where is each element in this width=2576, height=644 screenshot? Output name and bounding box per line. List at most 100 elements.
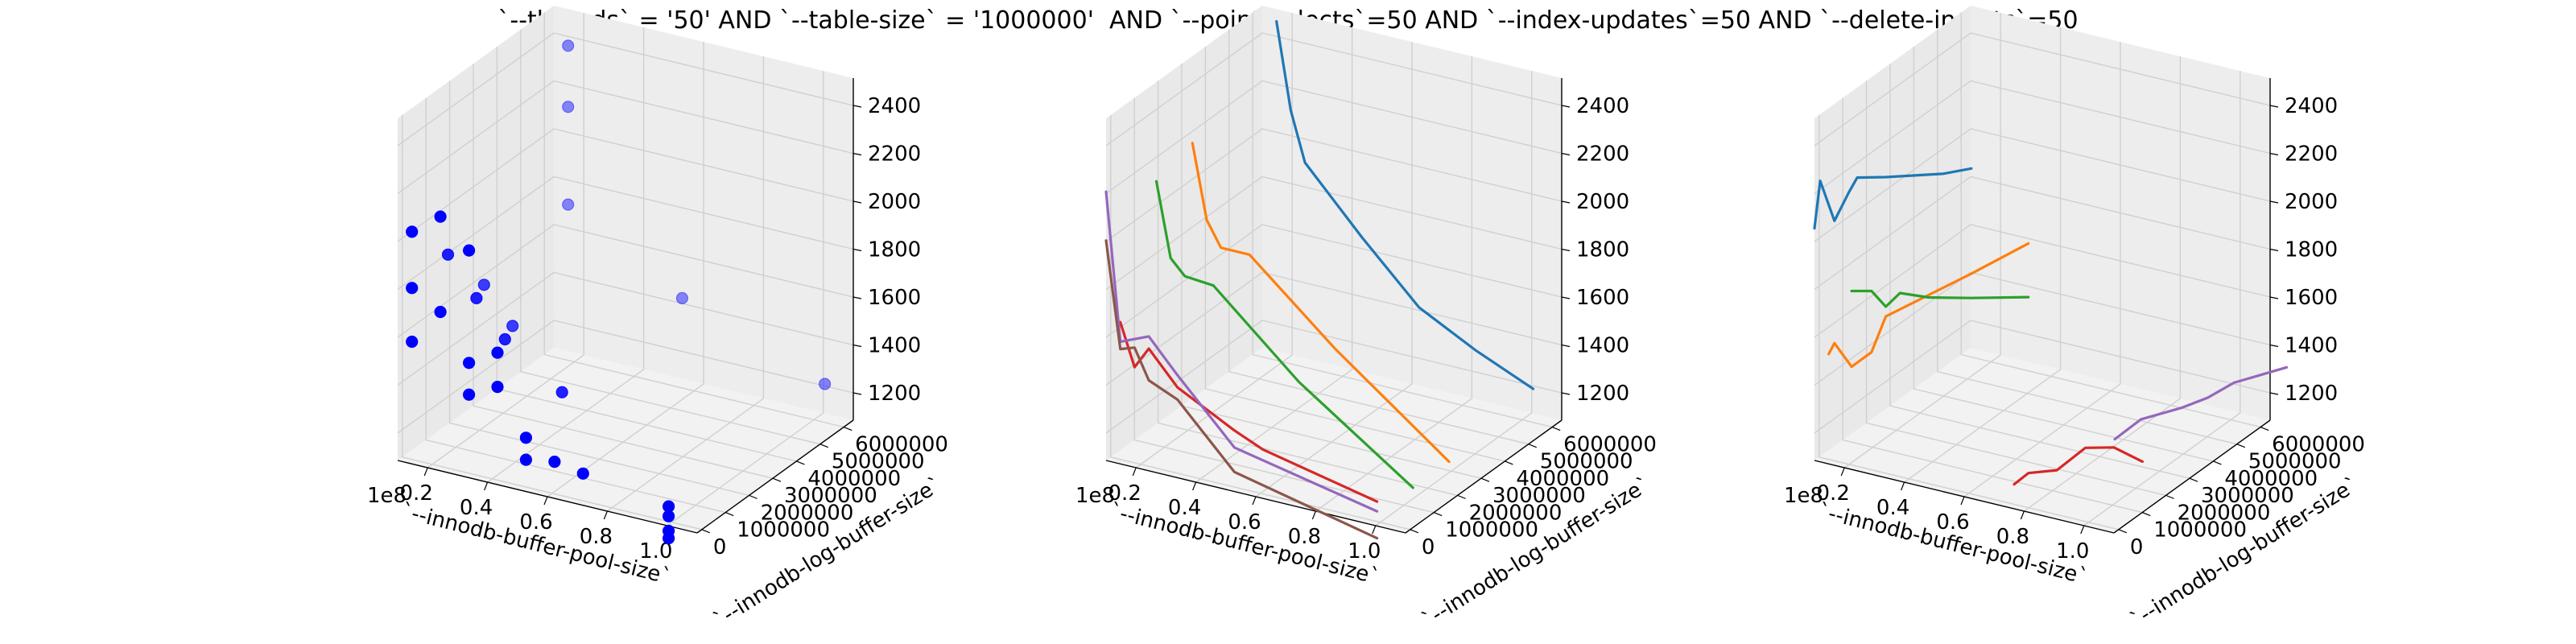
z-tick-mark	[1561, 200, 1571, 204]
x-tick-label: 0.8	[1996, 525, 2029, 549]
z-tick-label: 1800	[1576, 238, 1629, 262]
gridline-y	[1937, 29, 2237, 445]
x-tick-mark	[2080, 525, 2085, 535]
gridline-z	[1814, 271, 2271, 386]
y-tick-label: 0	[2130, 535, 2144, 559]
y-axis-line	[1405, 419, 1563, 534]
gridline-y	[1204, 47, 1505, 462]
x-tick-mark	[1132, 467, 1137, 477]
z-tick-label: 2400	[2285, 94, 2338, 118]
y-tick-label: 4000000	[807, 467, 901, 491]
z-tick-label: 1200	[868, 382, 921, 406]
data-point	[562, 39, 575, 52]
y-tick-label: 2000000	[1469, 501, 1563, 525]
z-tick-mark	[852, 200, 862, 204]
x-tick-label: 0.2	[400, 481, 433, 506]
series-line	[1191, 142, 1451, 464]
z-tick-mark	[2269, 296, 2279, 299]
series-line	[1104, 239, 1379, 540]
gridline-z	[1105, 175, 1563, 291]
y-tick-label: 2000000	[761, 501, 854, 525]
gridline-y	[543, 12, 844, 428]
y-tick-label: 5000000	[2248, 450, 2342, 474]
data-point	[434, 210, 447, 223]
gridline-z	[397, 224, 854, 338]
data-point	[441, 248, 455, 261]
y-tick-label: 2000000	[2178, 501, 2271, 525]
y-tick-mark	[2165, 494, 2174, 499]
data-point	[519, 431, 533, 444]
series-line	[1104, 190, 1379, 513]
y-tick-mark	[819, 444, 829, 448]
z-tick-label: 2000	[1576, 190, 1629, 214]
gridline-z	[1814, 32, 2271, 147]
z-tick-label: 1400	[868, 334, 921, 358]
z-tick-mark	[852, 344, 862, 348]
gridline-z	[1105, 320, 1563, 434]
y-tick-mark	[2213, 460, 2222, 465]
z-tick-mark	[1561, 392, 1571, 395]
x-tick-mark	[423, 467, 428, 477]
z-tick-mark	[1561, 152, 1571, 156]
y-tick-mark	[724, 512, 734, 517]
x-tick-label: 0.6	[519, 510, 552, 535]
data-point	[675, 291, 689, 304]
z-tick-mark	[852, 392, 862, 395]
x-tick-label: 0.4	[1876, 496, 1909, 520]
data-point	[562, 101, 575, 114]
data-point	[462, 357, 476, 369]
data-point	[470, 291, 483, 304]
data-point	[818, 378, 832, 390]
x-tick-label: 0.2	[1108, 481, 1141, 506]
gridline-y	[520, 29, 820, 445]
y-tick-label: 6000000	[1563, 433, 1657, 457]
gridline-z	[1105, 32, 1563, 147]
y-tick-mark	[2260, 426, 2269, 431]
y-axis-line	[2113, 419, 2271, 534]
x-tick-label: 0.8	[580, 525, 613, 549]
y-tick-label: 3000000	[2201, 484, 2294, 508]
y-tick-mark	[1505, 460, 1513, 465]
y-tick-label: 4000000	[1516, 467, 1609, 491]
gridline-y	[1252, 12, 1553, 428]
data-point	[576, 467, 589, 480]
gridline-y	[1133, 97, 1435, 514]
z-tick-mark	[1561, 296, 1571, 299]
y-tick-mark	[2236, 444, 2246, 448]
y-tick-label: 4000000	[2224, 467, 2318, 491]
x-offset-text: 1e8	[367, 484, 407, 508]
z-tick-label: 2200	[1576, 142, 1629, 167]
series-line	[1275, 19, 1535, 390]
x-tick-mark	[1192, 481, 1197, 491]
y-tick-mark	[1551, 426, 1561, 431]
x-tick-label: 0.2	[1817, 481, 1850, 506]
x-offset-text: 1e8	[1075, 484, 1115, 508]
y-tick-mark	[772, 477, 782, 482]
y-tick-label: 0	[713, 535, 727, 559]
gridline-z	[1105, 224, 1563, 338]
data-point	[662, 531, 675, 545]
z-tick-label: 2400	[868, 94, 921, 118]
y-tick-label: 3000000	[1492, 484, 1586, 508]
x-tick-mark	[484, 481, 489, 491]
y-tick-label: 0	[1422, 535, 1435, 559]
z-tick-mark	[852, 105, 862, 108]
y-tick-mark	[796, 460, 805, 465]
data-point	[562, 198, 575, 211]
z-tick-mark	[852, 296, 862, 299]
x-tick-label: 0.8	[1288, 525, 1321, 549]
y-tick-label: 5000000	[832, 450, 925, 474]
gridline-z	[397, 320, 854, 434]
z-tick-mark	[852, 152, 862, 156]
z-tick-label: 1200	[2285, 382, 2338, 406]
z-tick-mark	[2269, 344, 2279, 348]
gridline-y	[402, 114, 702, 530]
y-tick-label: 6000000	[2272, 433, 2365, 457]
x-tick-mark	[1840, 467, 1845, 477]
z-tick-mark	[2269, 392, 2279, 395]
z-tick-mark	[2269, 248, 2279, 252]
x-tick-mark	[1252, 496, 1257, 506]
y-tick-mark	[2118, 529, 2128, 534]
data-point	[477, 279, 490, 291]
